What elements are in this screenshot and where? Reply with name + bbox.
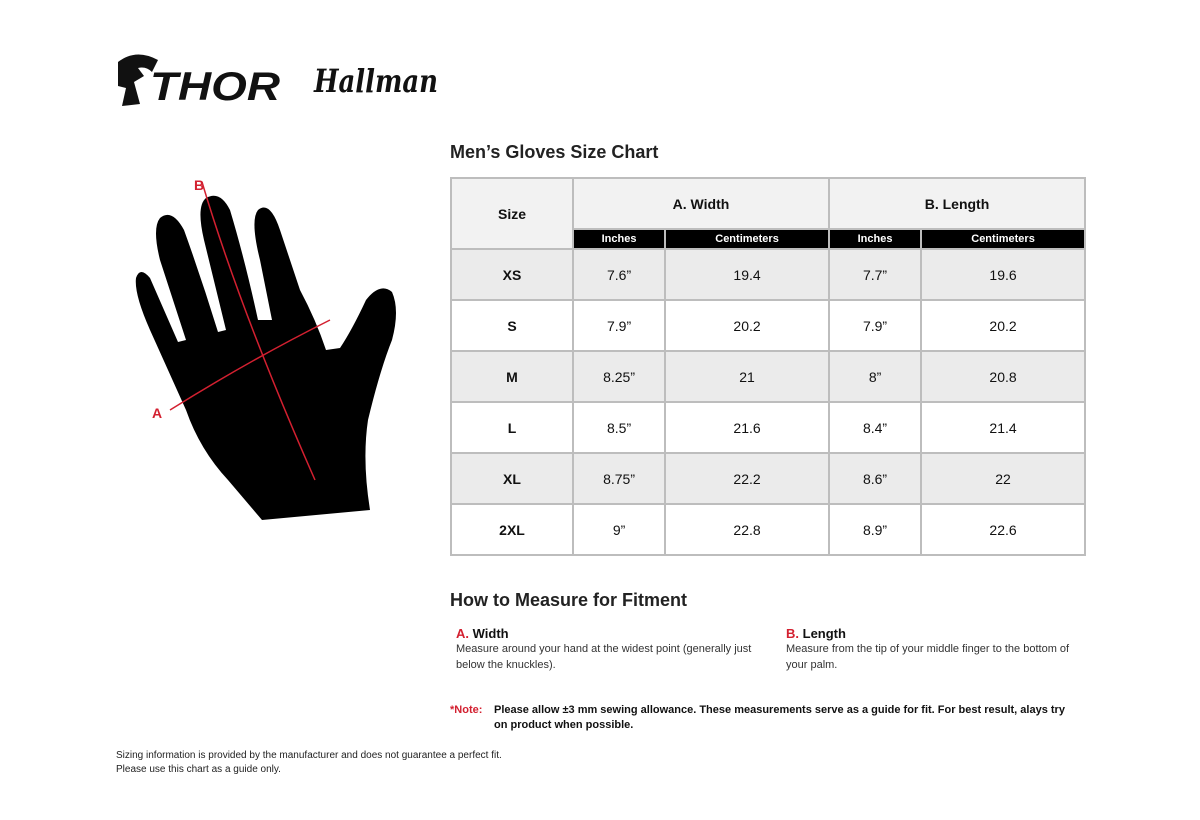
note-key: *Note: [450, 704, 483, 716]
measure-width: A. Width Measure around your hand at the… [456, 626, 756, 673]
label-a: A [152, 405, 162, 421]
cell-size: XS [450, 248, 574, 301]
cell-b-in: 8.4” [827, 401, 923, 454]
footer-disclaimer: Sizing information is provided by the ma… [116, 749, 502, 777]
length-letter: B. [786, 626, 799, 641]
cell-a-in: 8.5” [571, 401, 667, 454]
unit-header: Centimeters [920, 228, 1086, 250]
width-header: A. Width [572, 177, 830, 230]
cell-b-cm: 19.6 [920, 248, 1086, 301]
note-text: Please allow ±3 mm sewing allowance. The… [494, 704, 1065, 731]
note: *Note: Please allow ±3 mm sewing allowan… [450, 703, 1080, 733]
width-name: Width [472, 626, 509, 641]
size-table: Size A. Width B. Length Inches Centimete… [450, 177, 1087, 556]
cell-b-in: 8.9” [827, 503, 923, 556]
width-text: Measure around your hand at the widest p… [456, 643, 752, 671]
table-row: S 7.9” 20.2 7.9” 20.2 [450, 299, 1086, 352]
cell-a-in: 7.9” [571, 299, 667, 352]
svg-text:Hallman: Hallman [313, 62, 438, 100]
length-name: Length [802, 626, 846, 641]
hallman-logo: Hallman [312, 56, 442, 110]
unit-header: Inches [827, 228, 923, 250]
table-row: 2XL 9” 22.8 8.9” 22.6 [450, 503, 1086, 556]
cell-b-in: 8.6” [827, 452, 923, 505]
cell-b-in: 7.9” [827, 299, 923, 352]
label-b: B [194, 177, 204, 193]
table-row: L 8.5” 21.6 8.4” 21.4 [450, 401, 1086, 454]
footer-line: Please use this chart as a guide only. [116, 764, 281, 775]
cell-size: M [450, 350, 574, 403]
cell-a-cm: 21.6 [664, 401, 830, 454]
table-row: XS 7.6” 19.4 7.7” 19.6 [450, 248, 1086, 301]
cell-a-in: 9” [571, 503, 667, 556]
svg-text:THOR: THOR [150, 65, 280, 108]
cell-a-cm: 22.8 [664, 503, 830, 556]
cell-a-cm: 22.2 [664, 452, 830, 505]
cell-a-in: 8.75” [571, 452, 667, 505]
cell-a-cm: 20.2 [664, 299, 830, 352]
unit-header: Centimeters [664, 228, 830, 250]
footer-line: Sizing information is provided by the ma… [116, 750, 502, 761]
size-header: Size [450, 177, 574, 250]
chart-title: Men’s Gloves Size Chart [450, 142, 659, 162]
measure-title: How to Measure for Fitment [450, 590, 688, 610]
cell-size: L [450, 401, 574, 454]
length-text: Measure from the tip of your middle fing… [786, 643, 1070, 671]
thor-logo: THOR [116, 52, 286, 112]
cell-a-cm: 19.4 [664, 248, 830, 301]
length-header: B. Length [827, 177, 1087, 230]
width-letter: A. [456, 626, 469, 641]
measure-length: B. Length Measure from the tip of your m… [786, 626, 1081, 673]
cell-size: S [450, 299, 574, 352]
cell-size: 2XL [450, 503, 574, 556]
cell-a-in: 7.6” [571, 248, 667, 301]
cell-b-cm: 20.2 [920, 299, 1086, 352]
cell-b-in: 8” [827, 350, 923, 403]
cell-b-in: 7.7” [827, 248, 923, 301]
cell-a-in: 8.25” [571, 350, 667, 403]
cell-size: XL [450, 452, 574, 505]
cell-a-cm: 21 [664, 350, 830, 403]
unit-header: Inches [571, 228, 667, 250]
hand-diagram: B A [130, 170, 410, 534]
cell-b-cm: 22.6 [920, 503, 1086, 556]
table-row: M 8.25” 21 8” 20.8 [450, 350, 1086, 403]
table-row: XL 8.75” 22.2 8.6” 22 [450, 452, 1086, 505]
cell-b-cm: 22 [920, 452, 1086, 505]
cell-b-cm: 21.4 [920, 401, 1086, 454]
cell-b-cm: 20.8 [920, 350, 1086, 403]
